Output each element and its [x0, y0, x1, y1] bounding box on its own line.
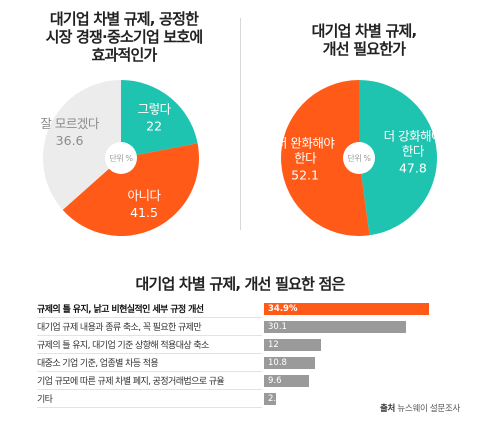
pie1-label-1: 아니다 [127, 188, 161, 203]
bar-row: 대기업 규제 내용과 종류 축소, 꼭 필요한 규제만 30.1 [0, 319, 480, 336]
bar [264, 375, 310, 387]
bar-value-label: 10.8 [268, 358, 287, 368]
bar-category-label: 대기업 규제 내용과 종류 축소, 꼭 필요한 규제만 [37, 323, 202, 333]
bar-row-divider [37, 335, 262, 336]
pie2-label-1: 더 완화해야 [276, 135, 335, 150]
bar-row-divider [37, 371, 262, 372]
pie2-slice-0 [359, 79, 438, 236]
bar-value-label: 12 [268, 340, 279, 350]
source-credit: 출처 뉴스웨이 설문조사 [380, 402, 460, 414]
bar-row-divider [37, 407, 262, 408]
pie1-center-label: 단위 % [109, 153, 133, 163]
bar-row: 기업 규모에 따른 규제 차별 폐지, 공정거래법으로 규율 9.6 [0, 373, 480, 390]
pie1-slice-2 [42, 80, 121, 210]
bar [264, 357, 316, 369]
bar-chart-title: 대기업 차별 규제, 개선 필요한 점은 [135, 275, 345, 293]
pie1-label-2: 잘 모르겠다 [40, 116, 99, 131]
pie2-value-0: 47.8 [399, 161, 427, 176]
bar-value-label: 30.1 [268, 322, 287, 332]
pie2-title: 대기업 차별 규제, 개선 필요한가 [311, 22, 418, 58]
bar [264, 303, 429, 315]
bar-value-label: 9.6 [268, 376, 282, 386]
bar-row: 규제의 틀 유지, 대기업 기준 상향해 적용대상 축소 12 [0, 337, 480, 354]
pie2-label-0: 한다 [402, 144, 425, 159]
pie1-value-1: 41.5 [130, 205, 158, 220]
panel-divider [240, 18, 241, 230]
bar-value-label: 34.9% [268, 304, 298, 314]
bar-row-divider [37, 389, 262, 390]
bar-value-label: 2.6 [268, 394, 282, 404]
pie2-center-label: 단위 % [347, 153, 371, 163]
bar-category-label: 규제의 틀 유지, 대기업 기준 상향해 적용대상 축소 [37, 341, 209, 351]
pie1-title: 대기업 차별 규제, 공정한 시장 경쟁·중소기업 보호에 효과적인가 [45, 10, 204, 64]
bar-category-label: 기업 규모에 따른 규제 차별 폐지, 공정거래법으로 규율 [37, 377, 225, 387]
bar [264, 321, 407, 333]
bar-category-label: 기타 [37, 395, 53, 405]
pie2-slice-1 [281, 80, 370, 236]
bar-row-divider [37, 317, 262, 318]
pie2-label-1: 한다 [294, 150, 317, 165]
pie1-label-0: 그렇다 [138, 101, 172, 116]
bar [264, 393, 277, 405]
source-prefix: 출처 [379, 404, 396, 414]
pie1-center [105, 142, 137, 174]
pie1-value-2: 36.6 [56, 133, 84, 148]
bar-category-label: 규제의 틀 유지, 낡고 비현실적인 세부 규정 개선 [37, 305, 204, 315]
bar-category-label: 대중소 기업 기준, 업종별 차등 적용 [37, 359, 159, 369]
pie1-slice-1 [62, 143, 200, 237]
bar-row: 기타 2.6 [0, 391, 480, 408]
bar-row-divider [37, 353, 262, 354]
bar-row: 규제의 틀 유지, 낡고 비현실적인 세부 규정 개선 34.9% [0, 301, 480, 318]
pie2-center [343, 142, 375, 174]
pie1-slice-0 [121, 80, 198, 158]
pie1-value-0: 22 [146, 118, 162, 133]
pie2-label-0: 더 강화해야 [384, 129, 443, 144]
pie2-value-1: 52.1 [291, 167, 319, 182]
bar-row: 대중소 기업 기준, 업종별 차등 적용 10.8 [0, 355, 480, 372]
bar [264, 339, 321, 351]
source-text: 뉴스웨이 설문조사 [395, 404, 460, 414]
